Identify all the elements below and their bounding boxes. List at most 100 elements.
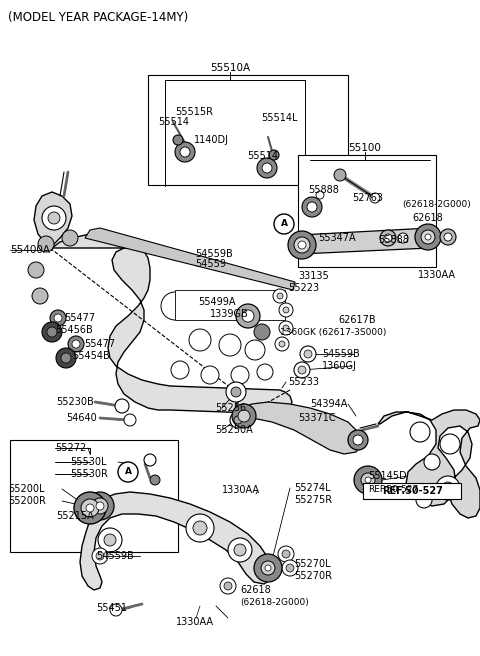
Circle shape bbox=[283, 325, 289, 331]
Text: 55400A: 55400A bbox=[10, 245, 50, 255]
Circle shape bbox=[425, 234, 431, 240]
Circle shape bbox=[278, 546, 294, 562]
Circle shape bbox=[234, 416, 242, 424]
Circle shape bbox=[72, 340, 80, 348]
Text: 55215A: 55215A bbox=[56, 511, 94, 521]
Circle shape bbox=[274, 214, 294, 234]
Circle shape bbox=[50, 310, 66, 326]
Circle shape bbox=[298, 241, 306, 249]
Text: 55530L: 55530L bbox=[70, 457, 107, 467]
Circle shape bbox=[436, 476, 460, 500]
Text: (62618-2G000): (62618-2G000) bbox=[402, 201, 471, 209]
Text: 55499A: 55499A bbox=[198, 297, 236, 307]
Circle shape bbox=[171, 361, 189, 379]
Circle shape bbox=[279, 303, 293, 317]
Circle shape bbox=[220, 578, 236, 594]
Text: 55510A: 55510A bbox=[210, 63, 250, 73]
Circle shape bbox=[47, 327, 57, 337]
Circle shape bbox=[42, 206, 66, 230]
Circle shape bbox=[242, 310, 254, 322]
Circle shape bbox=[440, 229, 456, 245]
Polygon shape bbox=[34, 192, 72, 248]
Text: 33135: 33135 bbox=[298, 271, 329, 281]
Circle shape bbox=[28, 262, 44, 278]
Circle shape bbox=[334, 169, 346, 181]
Text: 55250A: 55250A bbox=[215, 425, 253, 435]
Circle shape bbox=[232, 404, 256, 428]
Circle shape bbox=[115, 399, 129, 413]
Text: 55477: 55477 bbox=[84, 339, 115, 349]
Circle shape bbox=[92, 498, 108, 514]
Text: 55272: 55272 bbox=[55, 443, 86, 453]
Circle shape bbox=[380, 230, 396, 246]
Circle shape bbox=[277, 293, 283, 299]
Text: 55514: 55514 bbox=[158, 117, 189, 127]
Circle shape bbox=[81, 499, 99, 517]
Bar bbox=[10, 440, 178, 552]
Bar bbox=[175, 290, 285, 320]
Circle shape bbox=[415, 224, 441, 250]
Text: 55515R: 55515R bbox=[175, 107, 213, 117]
Text: A: A bbox=[124, 468, 132, 476]
Circle shape bbox=[282, 550, 290, 558]
Text: 54394A: 54394A bbox=[310, 399, 348, 409]
Text: 55256: 55256 bbox=[215, 403, 246, 413]
Circle shape bbox=[68, 336, 84, 352]
Text: 62617B: 62617B bbox=[338, 315, 376, 325]
Text: 55233: 55233 bbox=[288, 377, 319, 387]
Text: 55200L: 55200L bbox=[8, 484, 45, 494]
Circle shape bbox=[424, 454, 440, 470]
Text: 55451: 55451 bbox=[96, 603, 127, 613]
Text: 55347A: 55347A bbox=[318, 233, 356, 243]
Text: 55223: 55223 bbox=[288, 283, 319, 293]
Bar bbox=[148, 75, 348, 185]
Circle shape bbox=[265, 565, 271, 571]
Text: 1140DJ: 1140DJ bbox=[194, 135, 229, 145]
Text: 55270L: 55270L bbox=[294, 559, 331, 569]
Circle shape bbox=[193, 521, 207, 535]
Circle shape bbox=[175, 142, 195, 162]
Text: 55888: 55888 bbox=[378, 235, 409, 245]
Text: REF.50-527: REF.50-527 bbox=[383, 486, 444, 496]
Polygon shape bbox=[295, 228, 435, 254]
Text: 54559B: 54559B bbox=[322, 349, 360, 359]
Circle shape bbox=[398, 233, 408, 243]
Circle shape bbox=[228, 538, 252, 562]
Circle shape bbox=[42, 322, 62, 342]
Text: 55274L: 55274L bbox=[294, 483, 331, 493]
Circle shape bbox=[223, 292, 251, 320]
Polygon shape bbox=[238, 402, 362, 454]
Text: 55514: 55514 bbox=[247, 151, 278, 161]
Circle shape bbox=[307, 202, 317, 212]
Circle shape bbox=[161, 292, 189, 320]
Circle shape bbox=[269, 150, 279, 160]
Bar bbox=[298, 155, 436, 267]
Circle shape bbox=[304, 350, 312, 358]
Text: 54559: 54559 bbox=[195, 259, 226, 269]
Text: 55275R: 55275R bbox=[294, 495, 332, 505]
Circle shape bbox=[180, 147, 190, 157]
Circle shape bbox=[234, 544, 246, 556]
Circle shape bbox=[294, 362, 310, 378]
Circle shape bbox=[440, 434, 460, 454]
Circle shape bbox=[32, 288, 48, 304]
Circle shape bbox=[236, 304, 260, 328]
Circle shape bbox=[361, 473, 375, 487]
Text: A: A bbox=[280, 220, 288, 228]
Text: 55200R: 55200R bbox=[8, 496, 46, 506]
Text: 54559B: 54559B bbox=[96, 551, 134, 561]
Circle shape bbox=[300, 346, 316, 362]
Circle shape bbox=[282, 560, 298, 576]
Circle shape bbox=[257, 364, 273, 380]
Circle shape bbox=[257, 158, 277, 178]
Circle shape bbox=[370, 193, 380, 203]
Circle shape bbox=[96, 552, 104, 560]
Circle shape bbox=[250, 294, 274, 318]
Circle shape bbox=[186, 514, 214, 542]
Text: 55230B: 55230B bbox=[56, 397, 94, 407]
Circle shape bbox=[254, 554, 282, 582]
Text: 54640: 54640 bbox=[66, 413, 97, 423]
Circle shape bbox=[302, 197, 322, 217]
Circle shape bbox=[110, 604, 122, 616]
Circle shape bbox=[365, 477, 371, 483]
